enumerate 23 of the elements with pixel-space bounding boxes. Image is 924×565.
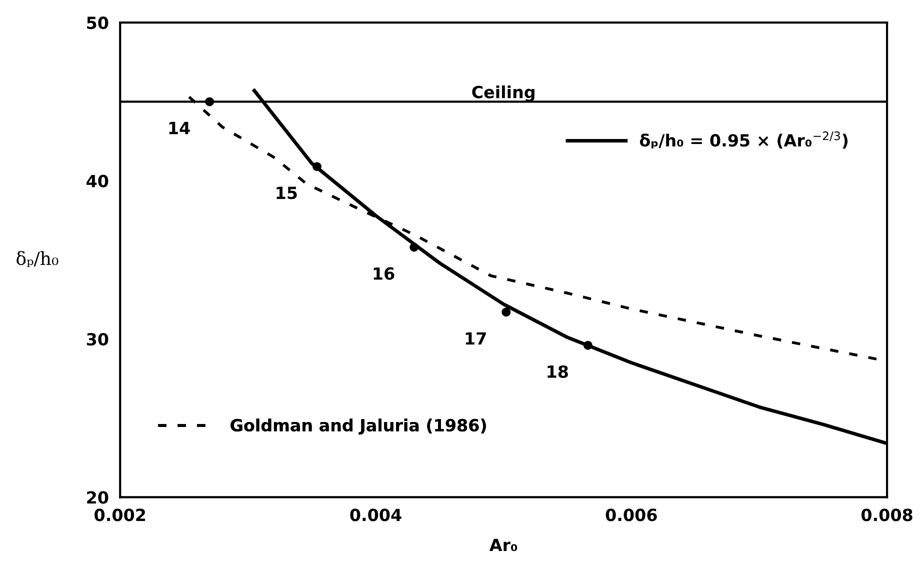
x-tick-label: 0.008: [861, 508, 912, 522]
y-tick-label: 50: [87, 16, 108, 30]
legend-label: Goldman and Jaluria (1986): [230, 418, 486, 435]
annotation: 18: [548, 365, 568, 378]
x-tick-label: 0.006: [606, 508, 657, 522]
x-tick-label: 0.002: [94, 508, 146, 522]
legend-label: δₚ/h₀ = 0.95 × (Ar₀$^{−2/3}$): [640, 131, 848, 149]
annotation: 16: [374, 267, 394, 280]
y-tick-label: 30: [86, 332, 108, 346]
annotation: 14: [169, 122, 190, 134]
x-tick-label: 0.004: [350, 508, 402, 522]
point: [312, 162, 322, 172]
point: [410, 242, 419, 252]
point: [583, 340, 592, 350]
point: [502, 308, 511, 317]
y-axis-title: δₚ/h₀: [16, 251, 58, 268]
x-axis-title: Ar₀: [489, 538, 518, 552]
y-tick-label: 40: [86, 174, 108, 188]
point: [205, 97, 214, 106]
ref-line-label: Ceiling: [472, 85, 534, 102]
y-tick-label: 20: [87, 491, 108, 504]
annotation: 17: [466, 332, 486, 344]
annotation: 15: [276, 186, 297, 200]
